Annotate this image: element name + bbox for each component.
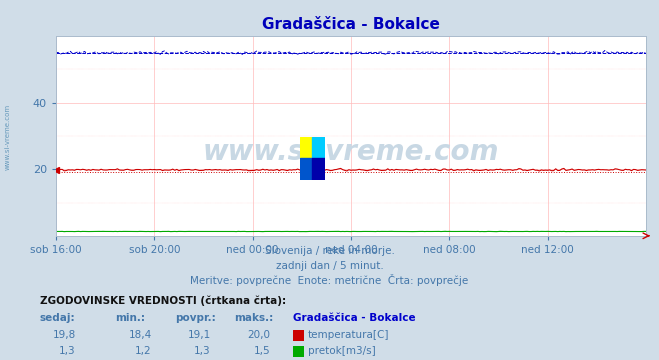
Text: www.si-vreme.com: www.si-vreme.com [5, 104, 11, 170]
Text: www.si-vreme.com: www.si-vreme.com [203, 138, 499, 166]
Text: 20,0: 20,0 [247, 330, 270, 340]
Text: 1,2: 1,2 [135, 346, 152, 356]
Bar [300, 137, 312, 158]
Text: 18,4: 18,4 [129, 330, 152, 340]
Text: zadnji dan / 5 minut.: zadnji dan / 5 minut. [275, 261, 384, 271]
Text: temperatura[C]: temperatura[C] [308, 330, 389, 340]
Text: 1,3: 1,3 [59, 346, 76, 356]
Text: Slovenija / reke in morje.: Slovenija / reke in morje. [264, 246, 395, 256]
Text: sedaj:: sedaj: [40, 314, 75, 324]
Text: povpr.:: povpr.: [175, 314, 215, 324]
Text: ZGODOVINSKE VREDNOSTI (črtkana črta):: ZGODOVINSKE VREDNOSTI (črtkana črta): [40, 296, 285, 306]
Text: min.:: min.: [115, 314, 146, 324]
Bar [312, 158, 325, 180]
Text: 1,5: 1,5 [254, 346, 270, 356]
Text: maks.:: maks.: [234, 314, 273, 324]
Text: Meritve: povprečne  Enote: metrične  Črta: povprečje: Meritve: povprečne Enote: metrične Črta:… [190, 274, 469, 286]
Text: Gradaščica - Bokalce: Gradaščica - Bokalce [293, 314, 416, 324]
Bar [300, 158, 312, 180]
Text: 1,3: 1,3 [194, 346, 211, 356]
Text: 19,1: 19,1 [188, 330, 211, 340]
Bar [312, 137, 325, 158]
Title: Gradaščica - Bokalce: Gradaščica - Bokalce [262, 17, 440, 32]
Text: pretok[m3/s]: pretok[m3/s] [308, 346, 376, 356]
Text: 19,8: 19,8 [53, 330, 76, 340]
